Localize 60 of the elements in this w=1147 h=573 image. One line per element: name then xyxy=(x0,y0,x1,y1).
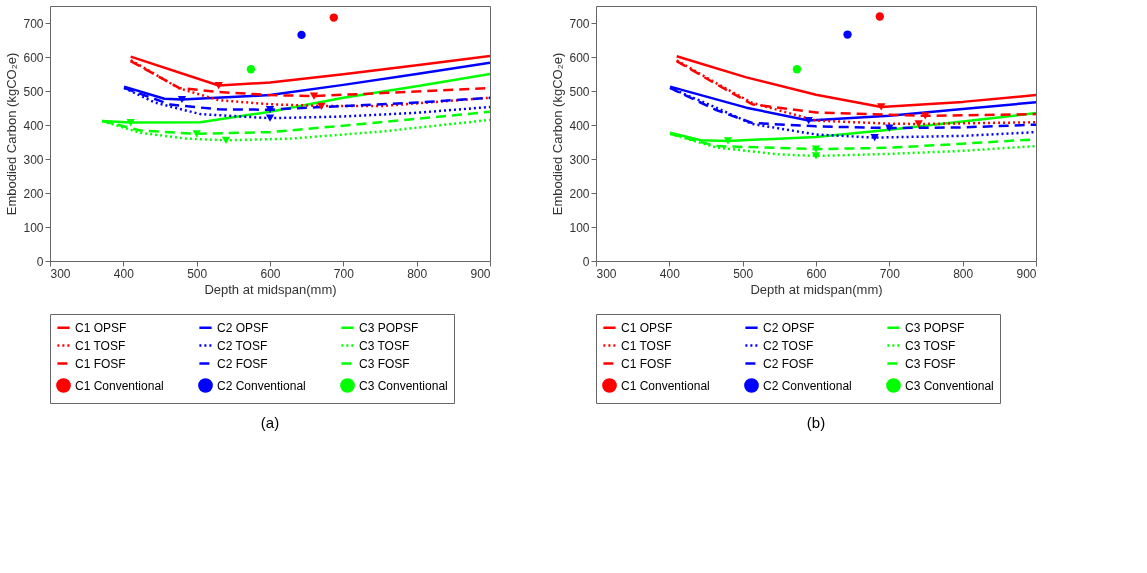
legend-label: C3 FOSF xyxy=(905,356,956,371)
y-axis-title: Embodied Carbon (kgCO₂e) xyxy=(550,52,566,216)
legend-label: C3 POPSF xyxy=(905,320,965,335)
x-tick-label: 500 xyxy=(733,266,754,281)
y-tick-label: 500 xyxy=(23,84,44,99)
x-tick-label: 600 xyxy=(806,266,827,281)
y-tick-label: 400 xyxy=(569,118,590,133)
legend-label: C3 POPSF xyxy=(359,320,419,335)
y-tick-label: 100 xyxy=(23,220,44,235)
y-tick-label: 600 xyxy=(23,50,44,65)
x-tick-label: 300 xyxy=(596,266,617,281)
x-tick-label: 400 xyxy=(113,266,135,281)
legend-label: C2 OPSF xyxy=(217,320,269,335)
y-tick-label: 400 xyxy=(23,118,44,133)
legend-label: C3 TOSF xyxy=(359,338,410,353)
legend-label: C1 OPSF xyxy=(75,320,127,335)
y-tick-label: 700 xyxy=(569,16,590,31)
legend-label: C3 Conventional xyxy=(905,378,994,393)
x-tick-label: 500 xyxy=(187,266,208,281)
x-tick-label: 400 xyxy=(659,266,681,281)
y-tick-label: 600 xyxy=(569,50,590,65)
y-tick-label: 500 xyxy=(569,84,590,99)
y-tick-label: 300 xyxy=(569,152,590,167)
x-tick-label: 900 xyxy=(470,266,491,281)
legend-label: C1 Conventional xyxy=(621,378,710,393)
legend-label: C2 FOSF xyxy=(217,356,268,371)
legend-label: C2 FOSF xyxy=(763,356,814,371)
legend-label: C1 FOSF xyxy=(75,356,126,371)
x-tick-label: 700 xyxy=(333,266,355,281)
y-tick-label: 300 xyxy=(23,152,44,167)
x-tick-label: 800 xyxy=(407,266,428,281)
legend-label: C3 FOSF xyxy=(359,356,410,371)
y-tick-label: 0 xyxy=(36,254,44,269)
y-tick-label: 0 xyxy=(582,254,590,269)
y-tick-label: 200 xyxy=(569,186,590,201)
y-tick-label: 700 xyxy=(23,16,44,31)
legend-label: C1 Conventional xyxy=(75,378,164,393)
x-tick-label: 600 xyxy=(260,266,281,281)
legend-label: C2 Conventional xyxy=(217,378,306,393)
legend-label: C1 TOSF xyxy=(621,338,672,353)
x-axis-title: Depth at midspan(mm) xyxy=(750,281,883,297)
x-tick-label: 800 xyxy=(953,266,974,281)
legend-label: C3 Conventional xyxy=(359,378,448,393)
legend-label: C2 TOSF xyxy=(217,338,268,353)
y-axis-title: Embodied Carbon (kgCO₂e) xyxy=(4,52,20,216)
text: (b) xyxy=(806,413,826,431)
x-tick-label: 900 xyxy=(1016,266,1037,281)
text: (a) xyxy=(260,413,280,431)
legend-label: C2 TOSF xyxy=(763,338,814,353)
x-tick-label: 300 xyxy=(50,266,71,281)
legend-label: C1 FOSF xyxy=(621,356,672,371)
legend-label: C1 OPSF xyxy=(621,320,673,335)
y-tick-label: 100 xyxy=(569,220,590,235)
legend-label: C3 TOSF xyxy=(905,338,956,353)
y-tick-label: 200 xyxy=(23,186,44,201)
x-tick-label: 700 xyxy=(879,266,901,281)
legend-label: C1 TOSF xyxy=(75,338,126,353)
legend-label: C2 OPSF xyxy=(763,320,815,335)
legend-label: C2 Conventional xyxy=(763,378,852,393)
x-axis-title: Depth at midspan(mm) xyxy=(204,281,337,297)
